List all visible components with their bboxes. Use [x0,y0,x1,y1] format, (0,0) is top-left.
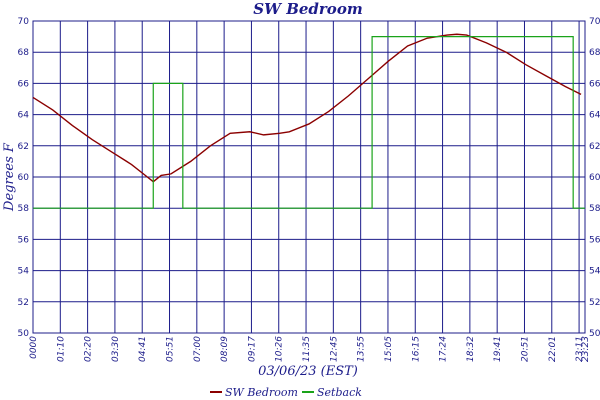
y-tick-label-left: 70 [18,17,30,27]
legend-label: SW Bedroom [225,386,298,399]
y-tick-label-left: 58 [18,204,30,214]
x-tick-label: 01:10 [56,336,66,362]
x-tick-label: 03:30 [111,336,121,362]
y-tick-label-left: 52 [18,298,29,308]
x-tick-label: 10:26 [275,336,285,362]
x-tick-label: 12:45 [329,336,339,362]
x-axis-ticks: 0000 01:10 02:20 03:30 04:41 05:51 07:00 08:09 0… [29,336,591,362]
y-tick-label-left: 64 [18,111,30,121]
x-tick-label: 15:05 [384,336,394,362]
series-line-sw-bedroom [32,33,582,183]
y-tick-label-right: 56 [589,235,600,245]
series-layer [32,33,585,209]
x-tick-label: 05:51 [166,336,176,362]
x-tick-label: 0000 [29,336,39,359]
y-tick-label-right: 54 [589,267,600,277]
y-tick-label-right: 52 [589,298,600,308]
x-tick-label: 23:11 [575,336,585,362]
y-tick-label-right: 60 [589,173,600,183]
y-tick-label-left: 62 [18,142,29,152]
grid [33,21,585,333]
legend: SW Bedroom Setback [210,386,362,399]
x-tick-label: 07:00 [193,336,203,362]
y-tick-label-left: 68 [18,48,30,58]
y-axis-left-ticks: 50 52 54 56 58 60 62 64 66 68 70 [18,17,30,339]
y-tick-label-left: 56 [18,235,30,245]
x-axis-label: 03/06/23 (EST) [258,364,358,379]
chart-title: SW Bedroom [253,0,362,18]
y-tick-label-left: 54 [18,267,30,277]
y-tick-label-left: 66 [18,79,30,89]
y-tick-label-right: 66 [589,79,600,89]
y-tick-label-right: 58 [589,204,600,214]
x-tick-label: 08:09 [220,336,230,362]
y-axis-right-ticks: 50 52 54 56 58 60 62 64 66 68 70 [589,17,600,339]
x-tick-label: 09:17 [247,336,257,362]
x-tick-label: 23:23 [581,336,591,362]
y-tick-label-right: 68 [589,48,600,58]
y-tick-label-left: 60 [18,173,30,183]
x-tick-label: 02:20 [84,336,94,362]
x-tick-label: 11:35 [302,336,312,362]
x-tick-label: 16:15 [411,336,421,362]
x-tick-label: 20:51 [520,336,530,362]
x-tick-label: 17:24 [439,336,449,362]
series-line-setback [33,36,585,209]
y-tick-label-right: 64 [589,111,600,121]
y-tick-label-right: 70 [589,17,600,27]
y-tick-label-left: 50 [18,329,30,339]
y-axis-label: Degrees F [2,142,17,212]
legend-label: Setback [317,386,362,399]
x-tick-label: 13:55 [357,336,367,362]
x-tick-label: 19:41 [493,336,503,362]
x-tick-label: 22:01 [548,336,558,362]
x-tick-label: 18:32 [466,336,476,362]
x-tick-label: 04:41 [138,336,148,362]
y-tick-label-right: 62 [589,142,600,152]
y-tick-label-right: 50 [589,329,600,339]
